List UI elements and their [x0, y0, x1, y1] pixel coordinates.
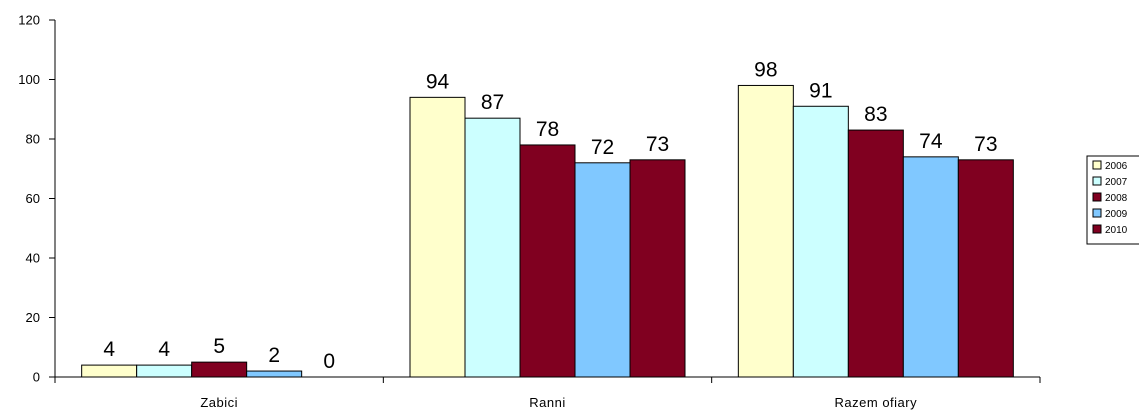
x-category-label: Zabici	[200, 395, 238, 410]
bar-2008-zabici	[191, 361, 248, 378]
chart-legend: 2006 2007 2008 2009 2010	[1086, 155, 1139, 245]
data-label: 73	[646, 133, 669, 156]
bar-2010-razem-ofiary	[957, 159, 1014, 378]
y-tick-label: 0	[33, 370, 40, 385]
y-tick-label: 60	[26, 191, 40, 206]
bar-2008-razem-ofiary	[847, 129, 904, 378]
bar-2007-zabici	[136, 364, 193, 378]
data-label: 78	[536, 118, 559, 141]
legend-swatch-2007	[1092, 176, 1102, 186]
legend-swatch-2008	[1092, 192, 1102, 202]
data-label: 94	[426, 70, 450, 93]
bar-2006-razem-ofiary	[737, 84, 794, 378]
legend-swatch-2006	[1092, 160, 1102, 170]
chart-data-labels: 4 4 5 2 0 94 87 78 72 73 98 91 83 74 73	[103, 58, 997, 373]
data-label: 0	[323, 350, 335, 373]
data-label: 91	[809, 79, 832, 102]
y-tick-label: 20	[26, 310, 40, 325]
legend-swatch-2010	[1092, 224, 1102, 234]
bar-2009-razem-ofiary	[902, 156, 959, 378]
legend-label-2009: 2009	[1105, 209, 1128, 220]
bar-2010-ranni	[629, 159, 686, 378]
legend-label-2008: 2008	[1105, 193, 1128, 204]
y-tick-label: 100	[18, 72, 40, 87]
data-label: 73	[974, 133, 997, 156]
x-category-label: Ranni	[529, 395, 565, 410]
legend-label-2010: 2010	[1105, 225, 1128, 236]
data-label: 87	[481, 91, 504, 114]
data-label: 72	[591, 136, 614, 159]
bar-2008-ranni	[519, 144, 576, 378]
data-label: 4	[103, 338, 115, 361]
data-label: 98	[754, 58, 777, 81]
data-label: 74	[919, 130, 943, 153]
bar-2009-zabici	[246, 370, 303, 378]
data-label: 5	[213, 335, 225, 358]
x-category-label: Razem ofiary	[835, 395, 918, 410]
data-label: 83	[864, 103, 887, 126]
chart-bars	[81, 84, 1014, 378]
bar-2006-zabici	[81, 364, 138, 378]
legend-label-2006: 2006	[1105, 161, 1128, 172]
bar-2006-ranni	[409, 96, 466, 378]
bar-2009-ranni	[574, 162, 631, 378]
data-label: 4	[158, 338, 170, 361]
data-label: 2	[268, 344, 280, 367]
legend-swatch-2009	[1092, 208, 1102, 218]
y-tick-label: 80	[26, 132, 40, 147]
bar-2007-ranni	[464, 117, 521, 378]
y-tick-label: 40	[26, 251, 40, 266]
y-tick-label: 120	[18, 13, 40, 28]
bar-2007-razem-ofiary	[792, 105, 849, 378]
legend-label-2007: 2007	[1105, 177, 1128, 188]
